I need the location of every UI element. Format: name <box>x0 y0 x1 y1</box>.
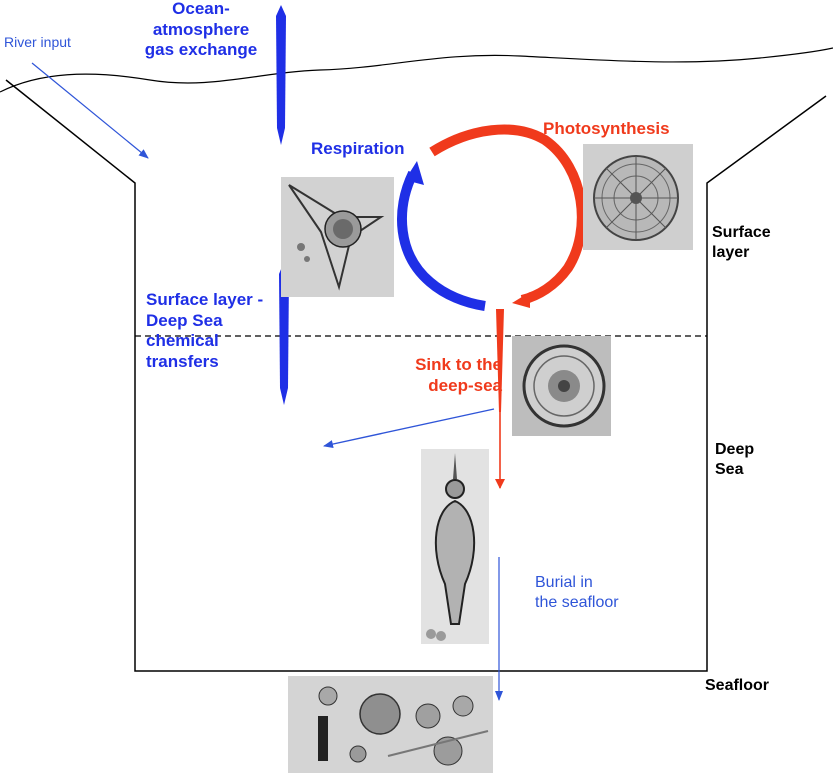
ocean-surface-line <box>0 48 833 92</box>
respiration-label: Respiration <box>311 139 405 160</box>
surface-deep-transfers-label: Surface layer - Deep Sea chemical transf… <box>146 290 263 373</box>
river-input-label: River input <box>4 34 71 51</box>
photosynthesis-arc <box>432 130 582 300</box>
surface-layer-line-2: layer <box>712 243 771 263</box>
burial-line-1: Burial in <box>535 573 619 593</box>
burial-label: Burial in the seafloor <box>535 573 619 612</box>
respiration-arc <box>402 173 485 306</box>
sink-line-2: deep-sea <box>390 376 502 397</box>
radiolarian-micrograph <box>281 177 394 297</box>
ocean-atmosphere-line-3: gas exchange <box>136 40 266 61</box>
deep-sea-line-1: Deep <box>715 440 754 460</box>
sink-line-1: Sink to the <box>390 355 502 376</box>
seafloor-label: Seafloor <box>705 676 769 696</box>
elongated-radiolarian-micrograph <box>421 449 489 644</box>
deep-sea-label: Deep Sea <box>715 440 754 479</box>
centric-diatom-micrograph <box>512 336 611 436</box>
surface-layer-line-1: Surface <box>712 223 771 243</box>
seafloor-sediment-micrograph <box>288 676 493 773</box>
diatom-micrograph <box>583 144 693 250</box>
transfers-line-3: chemical <box>146 331 263 352</box>
transfers-line-1: Surface layer - <box>146 290 263 311</box>
transfers-line-2: Deep Sea <box>146 311 263 332</box>
photosynthesis-arrowhead <box>512 292 530 308</box>
photosynthesis-label: Photosynthesis <box>543 119 670 140</box>
ocean-atmosphere-line-1: Ocean- <box>136 0 266 20</box>
burial-line-2: the seafloor <box>535 593 619 613</box>
deep-sea-line-2: Sea <box>715 460 754 480</box>
gas-exchange-double-arrow <box>276 5 286 145</box>
lateral-deep-arrow <box>324 409 494 446</box>
ocean-atmosphere-line-2: atmosphere <box>136 20 266 41</box>
transfers-line-4: transfers <box>146 352 263 373</box>
ocean-atmosphere-label: Ocean- atmosphere gas exchange <box>136 0 266 61</box>
surface-layer-label: Surface layer <box>712 223 771 262</box>
sink-deep-sea-label: Sink to the deep-sea <box>390 355 502 396</box>
